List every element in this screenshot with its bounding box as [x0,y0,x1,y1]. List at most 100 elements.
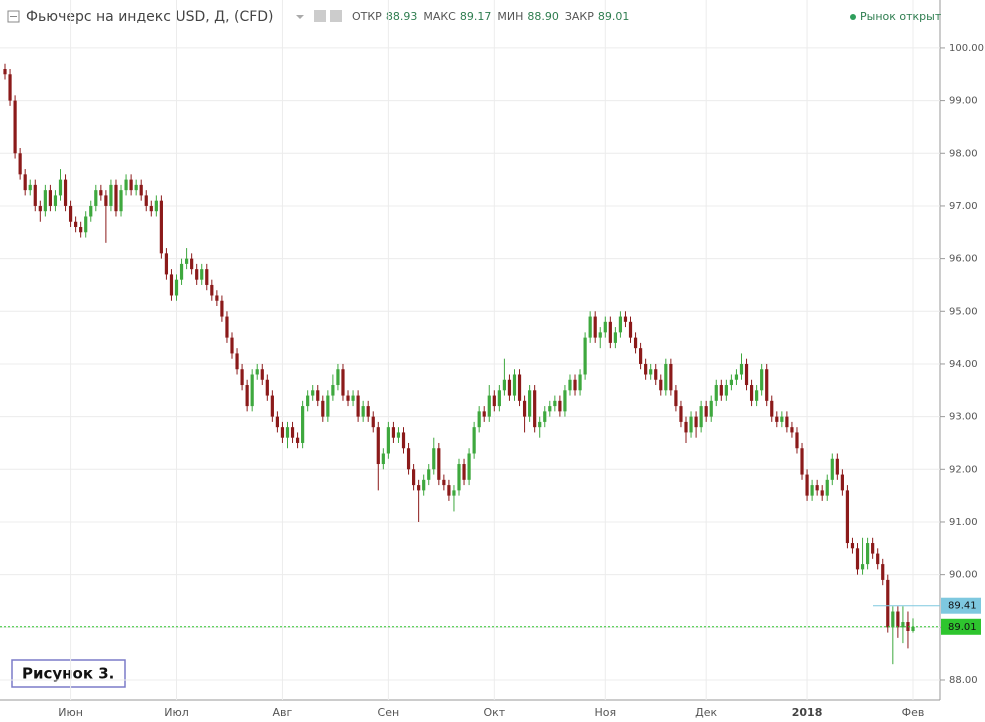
candle-body [386,427,390,454]
candle-body [114,184,118,212]
candle-body [68,205,73,222]
y-tick-label: 88.00 [949,675,978,686]
candle-body [225,316,229,338]
candle-body [250,374,254,407]
candle-body [492,395,496,407]
candle-body [18,153,22,175]
candle-body [220,300,224,317]
candle-body [689,416,693,433]
candle-body [210,284,214,296]
candle-body [598,332,602,338]
price-label-box [941,618,981,635]
candle-body [38,205,42,212]
status-dot [850,14,856,20]
candle-body [240,369,244,386]
candle-body [381,453,385,465]
candle-body [568,379,572,391]
y-tick-label: 91.00 [949,517,978,528]
candle-body [502,379,506,391]
candle-body [361,406,365,417]
candle-body [911,626,915,632]
candle-body [477,411,481,428]
settings-icon[interactable] [314,10,326,22]
candle-body [785,416,789,428]
candle-body [507,379,512,396]
candle-body [871,543,875,554]
candle-body [548,406,552,412]
stat-label: ЗАКР [565,10,594,23]
candle-body [432,448,436,470]
collapse-icon[interactable] [7,10,20,23]
candle-body [830,458,834,480]
candle-body [906,622,910,632]
candle-body [164,253,169,275]
candle-body [633,337,638,349]
candle-body [159,200,163,254]
candle-body [376,427,380,465]
candle-body [588,316,592,338]
y-tick-label: 94.00 [949,359,978,370]
candle-body [578,374,582,391]
candles [3,63,915,665]
candle-body [447,485,451,496]
price-label-box [941,597,981,614]
candle-body [8,74,12,101]
candle-body [780,416,784,422]
candle-body [417,485,421,491]
x-tick-label: Фев [902,706,925,719]
candle-body [729,379,733,386]
candle-body [391,427,396,438]
candle-body [58,179,63,196]
candle-body [734,374,739,380]
candle-body [427,469,431,480]
candle-body [89,205,93,217]
candle-body [654,369,658,380]
candle-body [13,100,17,154]
candle-body [896,611,900,628]
candle-body [608,321,612,343]
candle-body [74,221,78,228]
candle-body [457,464,461,491]
candle-body [835,458,839,475]
candle-body [860,564,865,570]
x-tick-label: Сен [378,706,400,719]
candle-body [790,427,794,433]
candle-body [326,395,330,417]
y-tick-label: 90.00 [949,570,978,581]
candle-body [482,411,486,417]
candle-body [311,390,315,396]
candle-body [538,421,542,428]
candle-body [265,379,269,396]
candle-body [770,400,774,417]
candle-body [845,490,850,544]
candle-body [810,485,814,496]
candle-body [48,190,52,206]
x-tick-label: Авг [273,706,293,719]
candle-body [174,279,179,296]
candle-body [437,448,441,480]
ohlc-stats: ОТКР 88.93 МАКС 89.17 МИН 88.90 ЗАКР 89.01 [352,10,629,23]
candle-body [275,416,279,428]
candle-body [185,258,189,264]
stat-value: 89.01 [598,10,630,23]
settings-icon-2[interactable] [330,10,342,22]
candle-body [901,622,905,628]
candle-body [215,295,219,301]
candle-body [543,411,547,422]
candle-body [270,395,274,417]
candle-body [396,432,401,438]
candle-body [43,190,47,212]
candle-body [825,479,829,496]
candle-body [800,448,804,475]
candle-body [876,553,880,565]
candle-body [744,363,749,386]
stat-value: 89.17 [460,10,492,23]
candle-body [674,390,678,407]
dropdown-arrow[interactable] [296,15,304,19]
x-tick-label: Ноя [594,706,616,719]
candle-body [664,363,668,391]
y-tick-label: 92.00 [949,464,978,475]
candle-body [699,406,703,428]
